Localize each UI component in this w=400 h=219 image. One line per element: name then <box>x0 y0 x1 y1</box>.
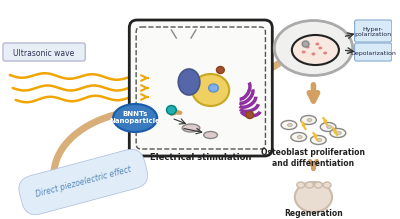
Ellipse shape <box>336 131 341 134</box>
Ellipse shape <box>302 51 306 53</box>
Ellipse shape <box>312 53 315 55</box>
Text: Hyper-
polarization: Hyper- polarization <box>355 26 392 37</box>
Ellipse shape <box>281 120 297 129</box>
Ellipse shape <box>113 104 157 132</box>
Ellipse shape <box>292 35 339 65</box>
Ellipse shape <box>192 74 229 106</box>
Text: Electrical stimulation: Electrical stimulation <box>150 154 252 162</box>
Text: Direct piezoelectric effect: Direct piezoelectric effect <box>34 165 132 199</box>
Text: Osteoblast proliferation
and differentiation: Osteoblast proliferation and differentia… <box>262 148 366 168</box>
Ellipse shape <box>301 115 316 124</box>
Text: Depolarization: Depolarization <box>350 51 396 55</box>
Ellipse shape <box>330 129 346 138</box>
Text: BNNTs
Nanoparticle: BNNTs Nanoparticle <box>110 111 161 124</box>
Ellipse shape <box>246 111 254 118</box>
FancyBboxPatch shape <box>3 43 85 61</box>
FancyBboxPatch shape <box>129 20 272 156</box>
FancyBboxPatch shape <box>354 20 392 42</box>
Ellipse shape <box>323 51 327 55</box>
Ellipse shape <box>274 21 353 76</box>
Ellipse shape <box>315 42 319 46</box>
Ellipse shape <box>306 46 310 48</box>
FancyBboxPatch shape <box>354 43 392 61</box>
Ellipse shape <box>216 67 224 74</box>
Ellipse shape <box>307 118 312 122</box>
Ellipse shape <box>204 131 218 138</box>
Ellipse shape <box>314 182 322 188</box>
Ellipse shape <box>318 46 322 49</box>
Ellipse shape <box>166 106 176 115</box>
Ellipse shape <box>323 182 331 188</box>
Ellipse shape <box>302 41 309 47</box>
Ellipse shape <box>310 136 326 145</box>
Ellipse shape <box>297 182 305 188</box>
Ellipse shape <box>297 136 302 138</box>
Text: Regeneration: Regeneration <box>284 208 343 217</box>
Ellipse shape <box>288 124 292 127</box>
Ellipse shape <box>327 125 332 129</box>
Ellipse shape <box>291 132 306 141</box>
Ellipse shape <box>295 182 332 212</box>
Ellipse shape <box>306 182 314 188</box>
Ellipse shape <box>317 138 322 141</box>
Ellipse shape <box>209 84 218 92</box>
Text: Ultrasonic wave: Ultrasonic wave <box>14 48 75 58</box>
Ellipse shape <box>320 122 336 131</box>
Ellipse shape <box>178 69 200 95</box>
Ellipse shape <box>182 124 200 132</box>
